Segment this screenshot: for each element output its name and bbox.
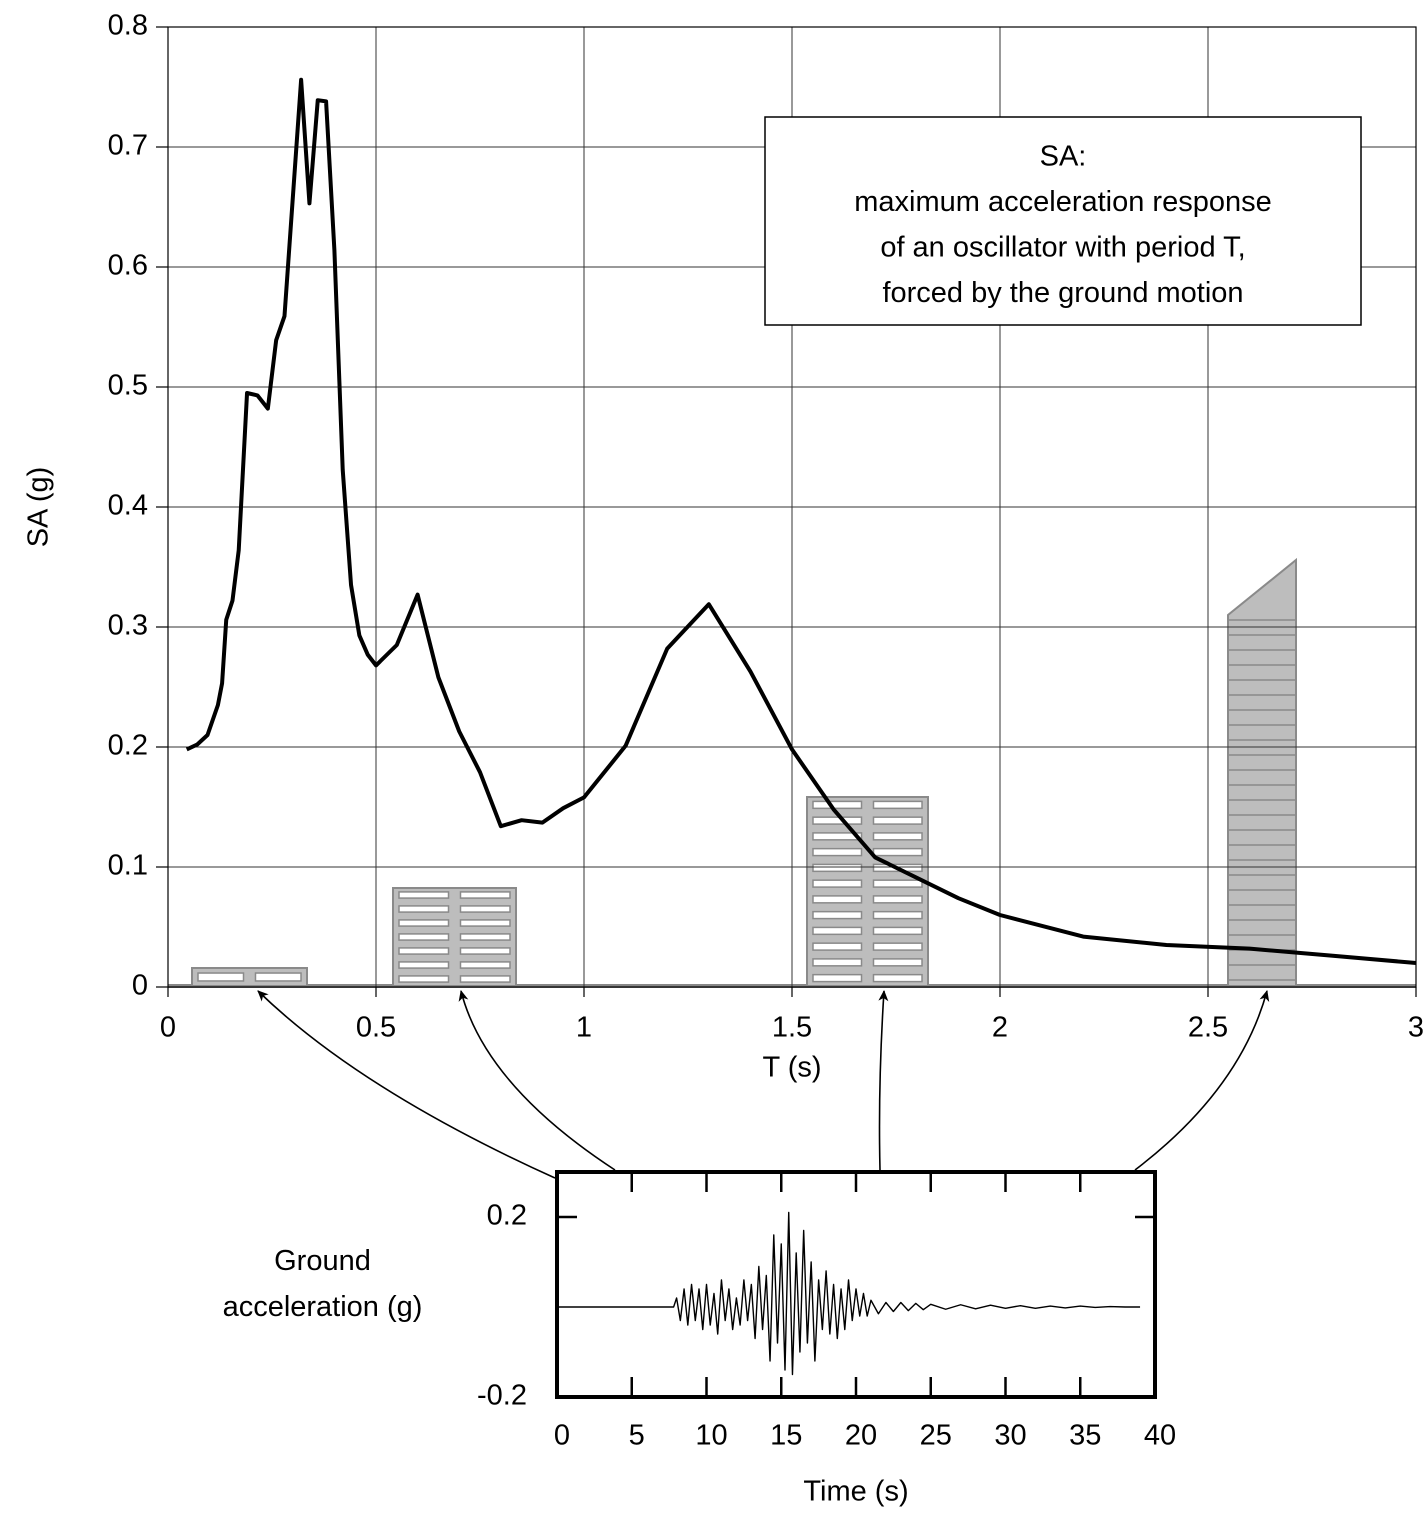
window: [812, 942, 863, 951]
x-tick-label: 40: [1144, 1420, 1176, 1452]
window: [872, 832, 923, 841]
y-tick-label: 0.7: [108, 130, 148, 162]
x-tick-label: 3: [1408, 1012, 1424, 1044]
x-tick-label: 30: [994, 1420, 1026, 1452]
y-tick-label: -0.2: [477, 1380, 527, 1412]
window: [812, 863, 863, 873]
plot-frame: [167, 26, 1417, 988]
window: [398, 975, 450, 983]
window: [872, 942, 923, 951]
window: [398, 919, 450, 927]
x-tick-label: 2: [992, 1012, 1008, 1044]
window: [398, 891, 450, 899]
window: [872, 847, 923, 857]
y-axis-label: SA (g): [23, 467, 55, 548]
x-tick-label: 0: [554, 1420, 570, 1452]
x-axis-label: T (s): [762, 1052, 821, 1084]
window: [459, 947, 511, 955]
window: [398, 905, 450, 913]
x-tick-label: 10: [695, 1420, 727, 1452]
annotation-text: forced by the ground motion: [882, 277, 1243, 309]
x-tick-label: 1: [576, 1012, 592, 1044]
window: [872, 973, 923, 983]
x-axis-label: Time (s): [803, 1476, 908, 1508]
window: [812, 895, 863, 904]
x-tick-label: 2.5: [1188, 1012, 1228, 1044]
y-tick-label: 0.2: [108, 730, 148, 762]
annotation-text: of an oscillator with period T,: [880, 232, 1245, 264]
data-line: [185, 77, 1417, 965]
x-tick-label: 1.5: [772, 1012, 812, 1044]
window: [872, 958, 923, 967]
window: [398, 961, 450, 969]
y-tick-label: 0.3: [108, 610, 148, 642]
y-axis-label: Ground acceleration (g): [222, 1245, 423, 1323]
arrows: [257, 990, 1270, 1179]
x-tick-label: 15: [770, 1420, 802, 1452]
window: [459, 975, 511, 983]
window: [872, 816, 923, 825]
x-tick-label: 0.5: [356, 1012, 396, 1044]
y-tick-label: 0: [132, 970, 148, 1002]
window: [398, 933, 450, 941]
y-tick-label: 0.4: [108, 490, 148, 522]
window: [872, 895, 923, 904]
arrow: [878, 990, 889, 1171]
building: [806, 796, 929, 987]
window: [872, 879, 923, 888]
window: [872, 910, 923, 920]
arrow: [257, 990, 556, 1179]
buildings: [168, 557, 1416, 988]
window: [812, 832, 863, 841]
arrow: [458, 990, 616, 1171]
arrow: [1134, 990, 1270, 1171]
window: [197, 972, 245, 982]
annotation-box: [764, 116, 1362, 326]
x-tick-label: 20: [845, 1420, 877, 1452]
window: [459, 919, 511, 927]
y-tick-label: 0.6: [108, 250, 148, 282]
window: [812, 816, 863, 825]
window: [812, 973, 863, 983]
window: [812, 847, 863, 857]
window: [459, 961, 511, 969]
window: [459, 905, 511, 913]
x-tick-label: 25: [920, 1420, 952, 1452]
window: [872, 800, 923, 810]
window: [254, 972, 302, 982]
window: [812, 910, 863, 920]
annotation-text: SA:: [1040, 141, 1087, 173]
window: [459, 933, 511, 941]
plot-frame: [555, 1170, 1157, 1399]
y-tick-label: 0.1: [108, 850, 148, 882]
x-tick-label: 0: [160, 1012, 176, 1044]
y-tick-label: 0.8: [108, 10, 148, 42]
data-line: [557, 1211, 1141, 1376]
x-tick-label: 5: [629, 1420, 645, 1452]
window: [398, 947, 450, 955]
window: [812, 958, 863, 967]
building: [1227, 557, 1297, 987]
window: [812, 879, 863, 888]
window: [459, 891, 511, 899]
y-tick-label: 0.5: [108, 370, 148, 402]
window: [872, 926, 923, 936]
window: [812, 926, 863, 936]
annotation-text: maximum acceleration response: [854, 186, 1271, 218]
y-tick-label: 0.2: [487, 1200, 527, 1232]
window: [812, 800, 863, 810]
x-tick-label: 35: [1069, 1420, 1101, 1452]
